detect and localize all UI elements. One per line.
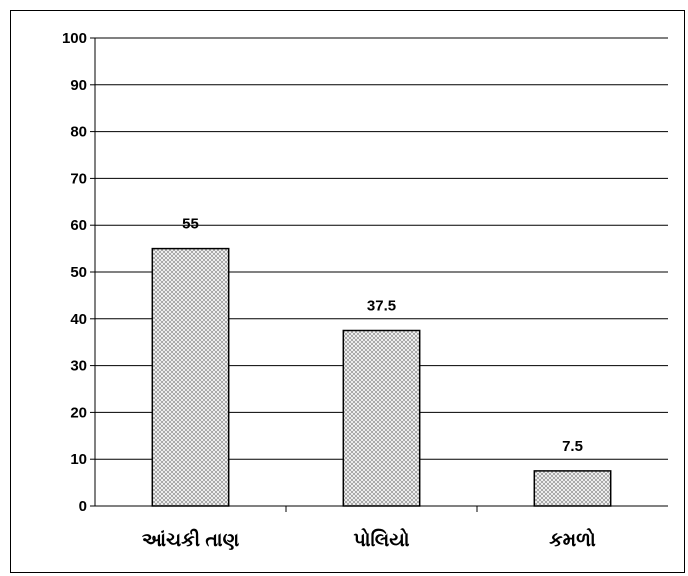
y-tick-label: 80 xyxy=(70,124,87,141)
bar-value-label: 55 xyxy=(182,216,199,233)
category-label: કમળો xyxy=(549,528,596,551)
y-tick-label: 70 xyxy=(70,170,87,187)
category-label: આંચકી તાણ xyxy=(142,529,240,551)
bars xyxy=(151,247,612,507)
y-tick-label: 50 xyxy=(70,264,87,281)
bar-2 xyxy=(342,329,421,507)
y-tick-label: 100 xyxy=(62,30,87,47)
y-tick-label: 30 xyxy=(70,358,87,375)
y-tick-label: 0 xyxy=(79,498,87,515)
y-tick-label: 90 xyxy=(70,77,87,94)
bar-value-label: 7.5 xyxy=(562,438,583,455)
labels: 0 10 20 30 40 50 60 70 80 90 100 55 આંચકી તાણ 37.5 પોલ… xyxy=(62,30,596,551)
category-label: પોલિયો xyxy=(353,528,409,551)
bar-1 xyxy=(151,247,230,507)
bar-3 xyxy=(533,470,612,507)
y-tick-label: 40 xyxy=(70,311,87,328)
y-tick-label: 20 xyxy=(70,404,87,421)
y-tick-label: 10 xyxy=(70,451,87,468)
y-tick-label: 60 xyxy=(70,217,87,234)
bar-value-label: 37.5 xyxy=(367,298,396,315)
